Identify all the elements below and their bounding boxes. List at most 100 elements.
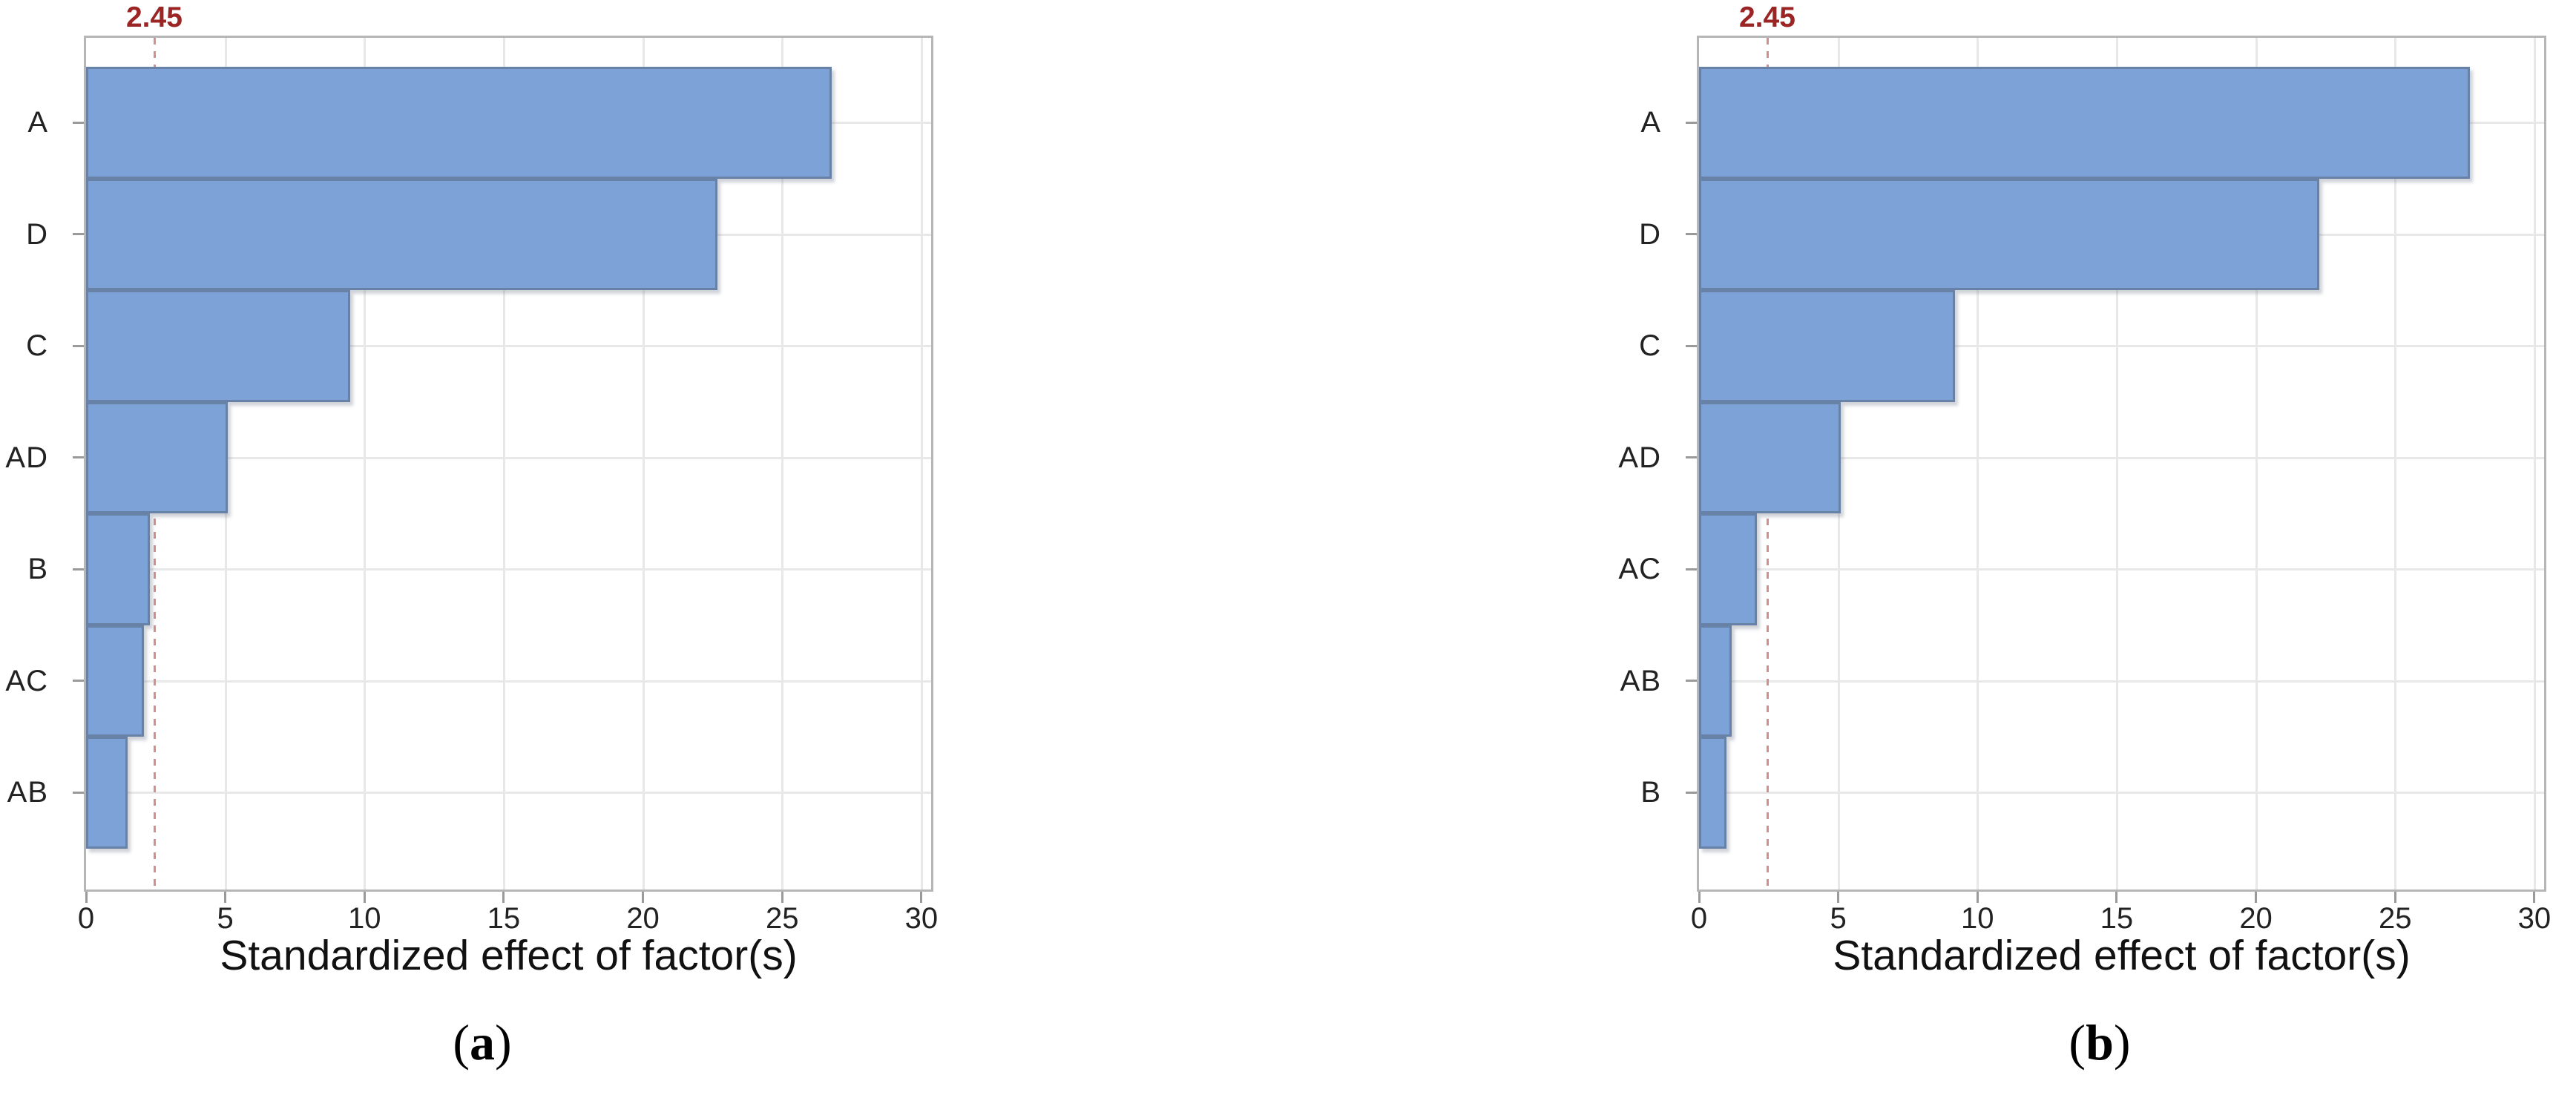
x-tick-label-5: 5 xyxy=(1830,902,1847,935)
gridline-vertical xyxy=(1977,38,1979,890)
gridline-vertical xyxy=(2533,38,2536,890)
x-tick xyxy=(2393,892,2396,903)
category-label-D: D xyxy=(26,217,48,251)
x-tick-label-30: 30 xyxy=(904,902,939,935)
bar-A xyxy=(86,67,832,179)
gridline-horizontal xyxy=(86,345,931,348)
bar-B xyxy=(86,513,150,625)
bar-B xyxy=(1699,737,1726,849)
caption-paren-close: ) xyxy=(495,1014,512,1071)
y-tick xyxy=(73,456,84,459)
gridline-horizontal xyxy=(1699,568,2544,571)
bar-AB xyxy=(1699,625,1732,737)
gridline-vertical xyxy=(502,38,505,890)
y-tick xyxy=(73,680,84,683)
x-axis-title: Standardized effect of factor(s) xyxy=(220,932,798,979)
y-tick xyxy=(1686,680,1697,683)
gridline-horizontal xyxy=(1699,792,2544,795)
gridline-horizontal xyxy=(1699,680,2544,683)
gridline-horizontal xyxy=(1699,456,2544,459)
y-tick xyxy=(73,121,84,124)
plot-area xyxy=(1697,36,2546,892)
category-label-AD: AD xyxy=(1618,441,1661,474)
x-tick xyxy=(920,892,923,903)
gridline-horizontal xyxy=(86,792,931,795)
category-label-AC: AC xyxy=(1618,553,1661,586)
gridline-vertical xyxy=(2394,38,2397,890)
x-tick-label-15: 15 xyxy=(487,902,521,935)
category-label-A: A xyxy=(27,106,48,139)
panel-caption-a: (a) xyxy=(453,1013,511,1072)
bar-C xyxy=(1699,290,1955,402)
x-tick-label-10: 10 xyxy=(1961,902,1994,935)
reference-line-label: 2.45 xyxy=(1738,1,1795,33)
gridline-vertical xyxy=(781,38,784,890)
x-tick-label-10: 10 xyxy=(348,902,381,935)
gridline-vertical xyxy=(2255,38,2258,890)
x-tick-label-0: 0 xyxy=(77,902,95,935)
x-tick-label-30: 30 xyxy=(2517,902,2552,935)
y-tick xyxy=(1686,121,1697,124)
x-tick xyxy=(1698,892,1701,903)
caption-paren-open: ( xyxy=(2069,1014,2086,1071)
x-tick-label-15: 15 xyxy=(2100,902,2134,935)
x-tick-label-20: 20 xyxy=(2239,902,2273,935)
x-tick-label-5: 5 xyxy=(217,902,234,935)
bar-AC xyxy=(86,625,144,737)
x-tick xyxy=(2255,892,2258,903)
x-tick xyxy=(2533,892,2536,903)
bar-AC xyxy=(1699,513,1757,625)
y-tick xyxy=(1686,568,1697,570)
x-tick xyxy=(85,892,88,903)
x-tick-label-0: 0 xyxy=(1690,902,1708,935)
gridline-horizontal xyxy=(86,568,931,571)
bar-AD xyxy=(1699,401,1841,513)
y-tick xyxy=(73,344,84,347)
caption-letter: b xyxy=(2086,1014,2114,1071)
gridline-vertical xyxy=(364,38,367,890)
bar-D xyxy=(86,178,717,290)
plot-area xyxy=(84,36,933,892)
gridline-horizontal xyxy=(86,456,931,459)
category-label-AB: AB xyxy=(7,776,48,809)
category-label-C: C xyxy=(26,329,48,363)
category-label-C: C xyxy=(1639,329,1661,363)
gridline-horizontal xyxy=(1699,345,2544,348)
y-tick xyxy=(73,233,84,236)
x-tick xyxy=(502,892,505,903)
x-tick xyxy=(642,892,645,903)
bar-A xyxy=(1699,67,2470,179)
reference-line-label: 2.45 xyxy=(125,1,183,33)
x-axis-title: Standardized effect of factor(s) xyxy=(1833,932,2411,979)
y-tick xyxy=(1686,233,1697,236)
category-label-AB: AB xyxy=(1620,664,1661,697)
bar-D xyxy=(1699,178,2319,290)
panel-caption-b: (b) xyxy=(2069,1013,2130,1072)
gridline-horizontal xyxy=(86,680,931,683)
bar-AD xyxy=(86,401,228,513)
x-tick-label-25: 25 xyxy=(765,902,799,935)
x-tick xyxy=(1976,892,1979,903)
x-tick xyxy=(224,892,227,903)
x-tick xyxy=(2115,892,2118,903)
x-tick xyxy=(363,892,366,903)
x-tick-label-25: 25 xyxy=(2378,902,2412,935)
gridline-vertical xyxy=(920,38,923,890)
y-tick xyxy=(1686,344,1697,347)
gridline-vertical xyxy=(642,38,645,890)
y-tick xyxy=(1686,791,1697,794)
category-label-B: B xyxy=(1640,776,1661,809)
category-label-D: D xyxy=(1639,217,1661,251)
category-label-A: A xyxy=(1640,106,1661,139)
caption-letter: a xyxy=(470,1014,495,1071)
bar-C xyxy=(86,290,350,402)
caption-paren-close: ) xyxy=(2113,1014,2131,1071)
category-label-B: B xyxy=(27,553,48,586)
x-tick-label-20: 20 xyxy=(626,902,660,935)
y-tick xyxy=(1686,456,1697,459)
gridline-vertical xyxy=(2115,38,2118,890)
y-tick xyxy=(73,791,84,794)
